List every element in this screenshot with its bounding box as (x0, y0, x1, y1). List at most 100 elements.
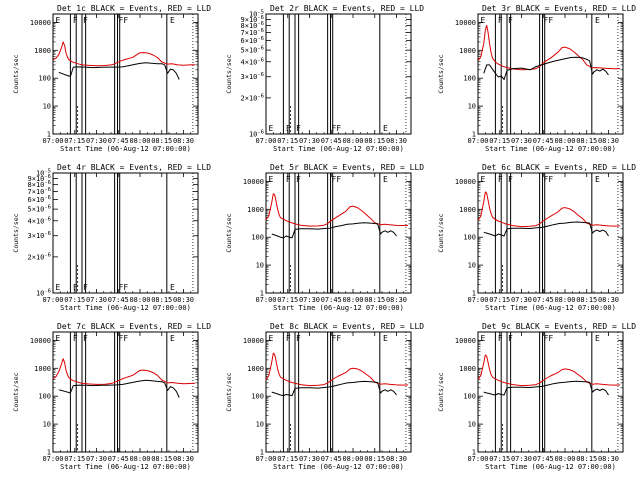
y-axis-label: Counts/sec (437, 372, 445, 411)
x-tick-label: 08:30 (173, 296, 194, 304)
x-tick-label: 08:30 (173, 137, 194, 145)
flag-marker: F (286, 124, 291, 133)
y-tick-label: 1 (472, 449, 476, 457)
x-tick-label: 08:15 (576, 296, 597, 304)
y-axis-label: Counts/sec (437, 213, 445, 252)
x-tick-label: 07:00 (255, 455, 276, 463)
y-tick-label: 10-5 (36, 169, 51, 178)
x-tick-label: 07:00 (467, 137, 488, 145)
x-tick-label: 07:30 (511, 137, 532, 145)
x-tick-label: 08:00 (129, 296, 150, 304)
y-tick-label: 10 (256, 262, 264, 270)
panel-title: Det 3r BLACK = Events, RED = LLD (482, 4, 636, 13)
x-tick-label: 07:45 (533, 137, 554, 145)
y-tick-label: 10-6 (249, 130, 264, 139)
x-axis-label: Start Time (06-Aug-12 07:00:00) (273, 463, 404, 471)
x-tick-label: 08:15 (151, 296, 172, 304)
y-axis-label: Counts/sec (225, 54, 233, 93)
y-tick-label: 100 (463, 75, 476, 83)
y-tick-label: 1 (260, 449, 264, 457)
x-tick-label: 08:15 (151, 137, 172, 145)
plot-frame (477, 331, 624, 453)
flag-marker: E (170, 334, 175, 343)
y-axis-label: Counts/sec (12, 372, 20, 411)
y-tick-label: 3×10-6 (28, 231, 51, 240)
flag-marker: E (268, 175, 273, 184)
y-tick-label: 10000 (455, 178, 476, 186)
x-axis-label: Start Time (06-Aug-12 07:00:00) (485, 304, 616, 312)
x-tick-label: 08:30 (386, 296, 407, 304)
y-tick-label: 1000 (459, 47, 476, 55)
y-tick-label: 1 (472, 290, 476, 298)
flag-marker: F (296, 334, 301, 343)
y-tick-label: 10 (256, 421, 264, 429)
events-series-line (483, 221, 609, 237)
flag-marker: E (480, 334, 485, 343)
x-tick-label: 07:45 (533, 455, 554, 463)
x-tick-label: 07:30 (299, 296, 320, 304)
x-tick-label: 08:00 (554, 137, 575, 145)
panel-title: Det 4r BLACK = Events, RED = LLD (57, 163, 211, 172)
flag-marker: FF (332, 175, 342, 184)
x-tick-label: 07:30 (86, 137, 107, 145)
x-tick-label: 07:45 (321, 137, 342, 145)
flag-marker: F (498, 175, 503, 184)
flag-marker: F (73, 283, 78, 292)
lld-series-line (265, 193, 409, 227)
x-tick-label: 07:30 (299, 455, 320, 463)
x-tick-label: 07:30 (511, 455, 532, 463)
plot-frame (265, 331, 412, 453)
panel-title: Det 7c BLACK = Events, RED = LLD (57, 322, 211, 331)
lld-series-line (265, 352, 409, 387)
y-tick-label: 100 (38, 75, 51, 83)
x-tick-label: 07:45 (108, 455, 129, 463)
y-tick-label: 5×10-6 (28, 205, 51, 214)
y-axis-label: Counts/sec (437, 54, 445, 93)
x-tick-label: 07:00 (467, 296, 488, 304)
x-tick-label: 07:30 (86, 455, 107, 463)
flag-marker: F (286, 334, 291, 343)
x-tick-label: 08:15 (151, 455, 172, 463)
x-tick-label: 07:15 (64, 296, 85, 304)
x-tick-label: 07:15 (489, 137, 510, 145)
plot-frame (265, 13, 412, 135)
plot-frame (52, 172, 199, 294)
x-tick-label: 07:15 (489, 296, 510, 304)
flag-marker: FF (544, 175, 554, 184)
y-tick-label: 10000 (455, 19, 476, 27)
flag-marker: F (83, 334, 88, 343)
y-tick-label: 10-6 (36, 289, 51, 298)
x-tick-label: 07:30 (86, 296, 107, 304)
y-tick-label: 10000 (243, 337, 264, 345)
flag-marker: FF (332, 334, 342, 343)
flag-marker: F (83, 283, 88, 292)
x-tick-label: 08:30 (598, 455, 619, 463)
flag-marker: F (296, 175, 301, 184)
lld-series-line (477, 191, 621, 228)
flag-marker: F (508, 175, 513, 184)
flag-marker: F (498, 16, 503, 25)
x-tick-label: 07:15 (64, 455, 85, 463)
events-series-line (58, 62, 180, 80)
y-tick-label: 6×10-6 (241, 36, 264, 45)
y-tick-label: 1000 (34, 47, 51, 55)
x-tick-label: 08:30 (386, 137, 407, 145)
x-tick-label: 08:00 (342, 455, 363, 463)
x-tick-label: 08:00 (554, 455, 575, 463)
x-tick-label: 08:00 (342, 296, 363, 304)
y-tick-label: 6×10-6 (28, 195, 51, 204)
y-tick-label: 1000 (34, 365, 51, 373)
y-tick-label: 8×10-6 (241, 21, 264, 30)
events-series-line (271, 380, 397, 397)
x-tick-label: 07:00 (42, 137, 63, 145)
flag-marker: F (498, 334, 503, 343)
panel-title: Det 6c BLACK = Events, RED = LLD (482, 163, 636, 172)
flag-marker: F (73, 16, 78, 25)
x-tick-label: 08:00 (129, 455, 150, 463)
x-tick-label: 07:45 (321, 296, 342, 304)
y-tick-label: 3×10-6 (241, 72, 264, 81)
plot-frame (477, 13, 624, 135)
